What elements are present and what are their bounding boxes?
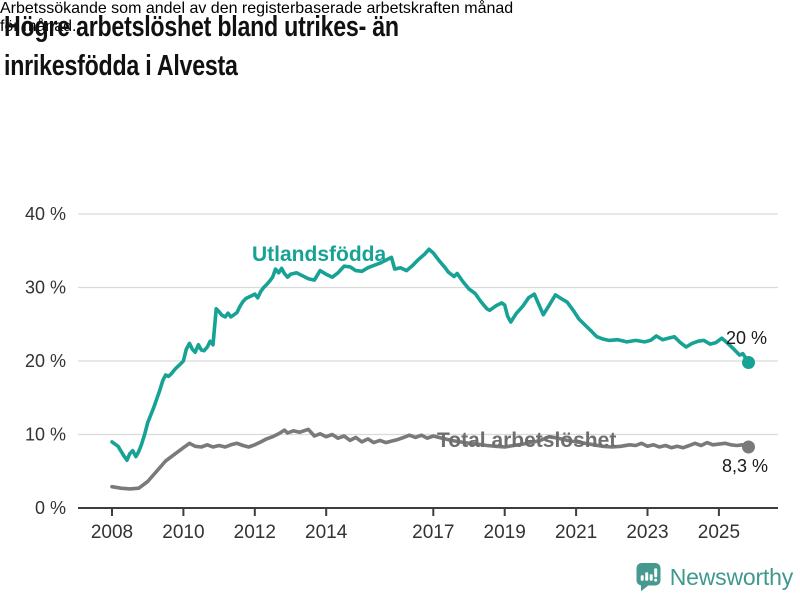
subtitle-line-1: Arbetssökande som andel av den registerb… bbox=[0, 0, 514, 17]
series-line-1 bbox=[110, 427, 751, 491]
x-axis-tick-label: 2025 bbox=[698, 522, 740, 543]
series-label-utlandsfodda: Utlandsfödda bbox=[252, 243, 387, 266]
newsworthy-logo: Newsworthy bbox=[636, 563, 793, 592]
title-line-1: Högre arbetslöshet bland utrikes- än bbox=[4, 11, 399, 43]
series-line-0 bbox=[110, 247, 751, 463]
x-axis-tick-label: 2017 bbox=[412, 522, 454, 543]
page-title: Högre arbetslöshet bland utrikes- än inr… bbox=[4, 8, 399, 86]
newsworthy-icon bbox=[636, 563, 661, 592]
x-axis-tick-label: 2014 bbox=[305, 522, 348, 543]
end-value-label-utlandsfodda: 20 % bbox=[726, 328, 768, 348]
y-axis-tick-label: 40 % bbox=[25, 204, 66, 224]
x-axis-tick-label: 2023 bbox=[626, 522, 668, 543]
x-axis-tick-label: 2008 bbox=[91, 522, 133, 543]
series-end-dot-0 bbox=[742, 356, 755, 369]
y-axis-tick-label: 10 % bbox=[25, 425, 66, 445]
series-label-total-arbetsloshet: Total arbetslöshet bbox=[437, 429, 617, 452]
series-end-dot-1 bbox=[742, 440, 755, 454]
x-axis-tick-label: 2021 bbox=[555, 522, 597, 543]
x-axis-tick-label: 2019 bbox=[484, 522, 526, 543]
title-line-2: inrikesfödda i Alvesta bbox=[4, 50, 238, 82]
y-axis-tick-label: 20 % bbox=[25, 351, 66, 371]
y-axis-tick-label: 0 % bbox=[35, 498, 66, 518]
brand-name: Newsworthy bbox=[669, 564, 793, 590]
x-axis-tick-label: 2012 bbox=[234, 522, 276, 543]
y-axis-tick-label: 30 % bbox=[25, 278, 66, 298]
end-value-label-total: 8,3 % bbox=[722, 456, 769, 476]
x-axis-tick-label: 2010 bbox=[162, 522, 204, 543]
subtitle-line-2: för månad. bbox=[0, 18, 77, 35]
